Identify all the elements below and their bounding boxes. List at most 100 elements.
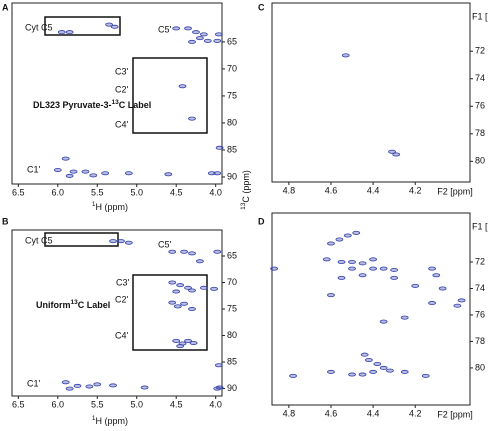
peak (213, 38, 222, 43)
peak (348, 372, 356, 377)
y-tick-label: 76 (475, 101, 485, 111)
y-tick-label: 78 (475, 128, 485, 138)
x-tick-label: 5.0 (130, 399, 143, 409)
peak (189, 340, 198, 345)
peak (195, 36, 204, 41)
sample-label: DL323 Pyruvate-3-13C Label (33, 99, 151, 110)
y-tick-label: 78 (475, 336, 485, 346)
x-axis-label: F2 [ppm] (437, 186, 473, 196)
peak (214, 32, 223, 37)
peak (322, 257, 331, 262)
peak (214, 363, 223, 368)
y-tick-label: 80 (227, 330, 237, 340)
x-axis-label: F2 [ppm] (437, 409, 473, 419)
peak (400, 315, 409, 320)
peak (168, 300, 177, 305)
peak (180, 249, 189, 254)
x-tick-label: 5.0 (130, 187, 143, 197)
peak-annotation: C1' (27, 378, 41, 388)
peak-annotation: Cyt C5 (25, 235, 53, 245)
x-tick-label: 5.5 (91, 187, 104, 197)
plot-frame (271, 212, 471, 406)
peak (57, 30, 66, 35)
peak (176, 344, 185, 349)
peak (124, 171, 133, 176)
peak (369, 369, 378, 374)
peak (428, 301, 436, 306)
y-tick-label: 65 (227, 36, 237, 46)
y-tick-label: 74 (475, 73, 485, 83)
peak (337, 275, 346, 280)
peak-annotation: C5' (158, 24, 172, 34)
panel-letter: A (2, 2, 9, 12)
peak (203, 38, 212, 43)
y-tick-label: 75 (227, 90, 237, 100)
peak (411, 283, 420, 288)
peak (352, 230, 361, 235)
peak (164, 172, 173, 177)
panel-letter: B (2, 216, 9, 226)
x-tick-label: 4.0 (209, 187, 222, 197)
x-tick-label: 6.0 (52, 187, 65, 197)
peak (337, 259, 346, 264)
x-tick-label: 6.5 (12, 187, 25, 197)
peak (73, 383, 82, 388)
peak-annotation: C3' (115, 66, 129, 76)
peak-annotation: C3' (116, 277, 130, 287)
peak (438, 286, 447, 291)
y-tick-label: 80 (227, 117, 237, 127)
sample-label-part: Uniform (36, 300, 71, 310)
x-tick-label: 4.5 (170, 187, 183, 197)
peak (124, 240, 133, 245)
peak (85, 384, 94, 389)
y-tick-label: 80 (475, 156, 485, 166)
x-tick-label: 4.6 (325, 408, 338, 418)
peak (172, 289, 181, 294)
peak (213, 249, 222, 254)
peak (173, 304, 182, 309)
plot-frame (271, 2, 471, 183)
peak (343, 233, 352, 238)
y-tick-label: 75 (227, 303, 237, 313)
peak (386, 368, 394, 373)
peak (327, 241, 335, 246)
peak (105, 22, 114, 27)
peak (432, 273, 441, 278)
x-tick-label: 4.8 (283, 408, 296, 418)
y-axis-label-part: 13 (240, 202, 247, 210)
x-tick-label: 4.4 (367, 408, 380, 418)
peak (188, 39, 196, 44)
peak (65, 173, 74, 178)
y-tick-label: 80 (475, 362, 485, 372)
x-tick-label: 4.2 (409, 408, 422, 418)
peak (289, 373, 297, 378)
peak (213, 171, 222, 176)
peak (379, 266, 388, 271)
sample-label-part: DL323 Pyruvate-3- (33, 100, 112, 110)
peak (110, 24, 119, 29)
peak (390, 275, 399, 280)
x-axis-label-part: H (ppm) (96, 416, 129, 426)
x-axis-label-part: 1 (92, 415, 96, 422)
peak (358, 273, 367, 278)
peak (65, 30, 74, 35)
peak (195, 259, 204, 264)
peak (184, 285, 192, 290)
highlight-box (132, 274, 208, 351)
y-tick-label: 90 (227, 171, 237, 181)
sample-label-part: 13 (112, 99, 120, 106)
peak (379, 365, 388, 370)
y-tick-label: 85 (227, 356, 237, 366)
panel-letter: D (258, 216, 265, 226)
peak (65, 386, 74, 391)
sample-label-part: C Label (78, 300, 111, 310)
peak (199, 285, 208, 290)
peak (140, 385, 149, 390)
peak (93, 382, 102, 387)
peak (327, 369, 335, 374)
sample-label: Uniform13C Label (36, 299, 110, 310)
peak (215, 145, 224, 150)
peak (358, 372, 367, 377)
peak (168, 249, 177, 254)
